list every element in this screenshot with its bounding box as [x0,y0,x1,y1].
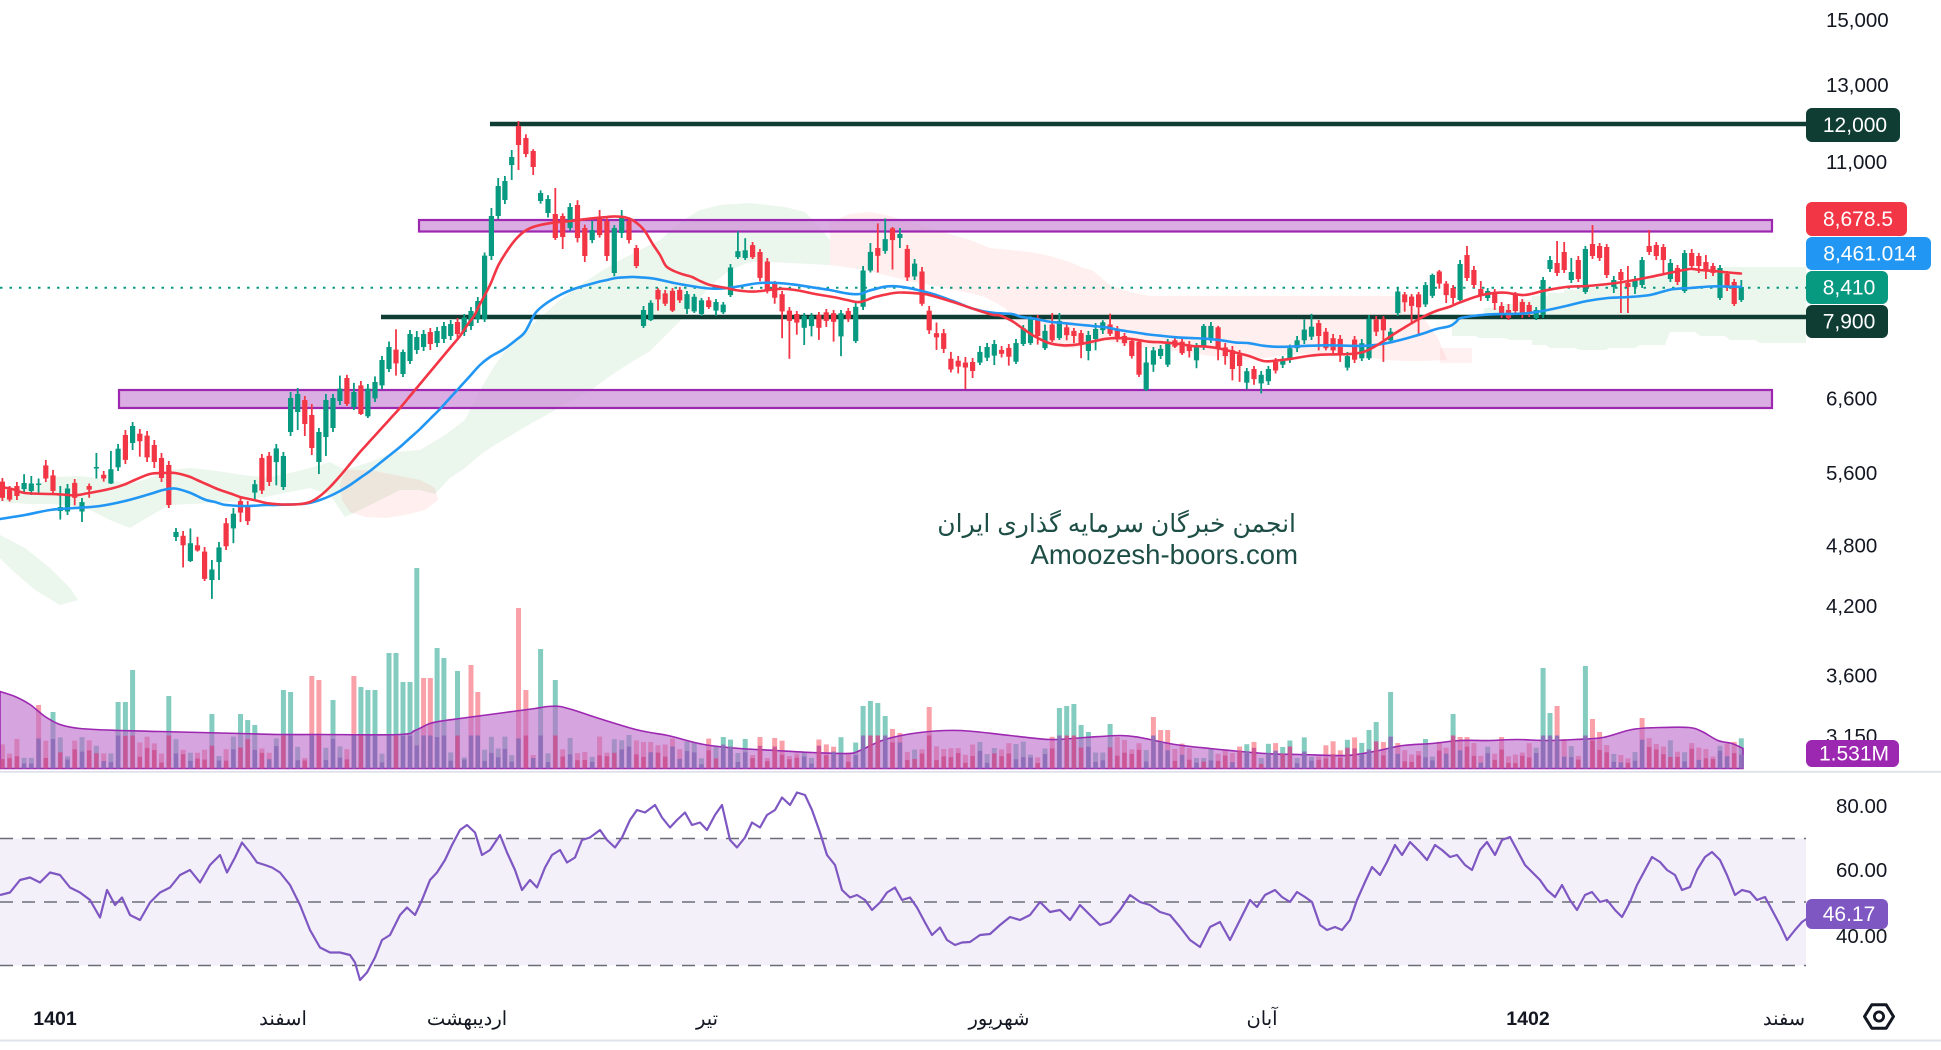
svg-text:3,600: 3,600 [1826,665,1877,688]
svg-text:8,461.014: 8,461.014 [1823,243,1917,266]
svg-text:8,678.5: 8,678.5 [1823,208,1893,231]
svg-text:15,000: 15,000 [1826,9,1889,32]
svg-text:اردیبهشت: اردیبهشت [427,1008,507,1030]
svg-text:تیر: تیر [695,1008,718,1030]
svg-text:1.531M: 1.531M [1819,743,1889,766]
svg-text:80.00: 80.00 [1836,795,1887,818]
svg-text:6,600: 6,600 [1826,387,1877,410]
svg-text:انجمن خبرگان سرمایه گذاری ایرا: انجمن خبرگان سرمایه گذاری ایران [937,509,1296,539]
svg-text:4,200: 4,200 [1826,595,1877,618]
svg-text:Amoozesh-boors.com: Amoozesh-boors.com [1031,539,1298,570]
svg-text:اسفند: اسفند [259,1008,307,1030]
svg-text:سفند: سفند [1763,1008,1805,1030]
svg-text:8,410: 8,410 [1823,277,1876,300]
svg-text:5,600: 5,600 [1826,462,1877,485]
svg-text:11,000: 11,000 [1826,151,1887,174]
svg-text:46.17: 46.17 [1823,903,1876,926]
svg-text:1401: 1401 [33,1008,77,1030]
svg-text:شهریور: شهریور [967,1008,1029,1030]
svg-text:4,800: 4,800 [1826,534,1877,557]
svg-text:7,900: 7,900 [1823,311,1876,334]
svg-text:40.00: 40.00 [1836,925,1887,948]
svg-text:1402: 1402 [1506,1008,1550,1030]
svg-text:60.00: 60.00 [1836,859,1887,882]
svg-text:آبان: آبان [1246,1006,1279,1030]
svg-text:13,000: 13,000 [1826,74,1889,97]
svg-text:12,000: 12,000 [1823,114,1887,137]
